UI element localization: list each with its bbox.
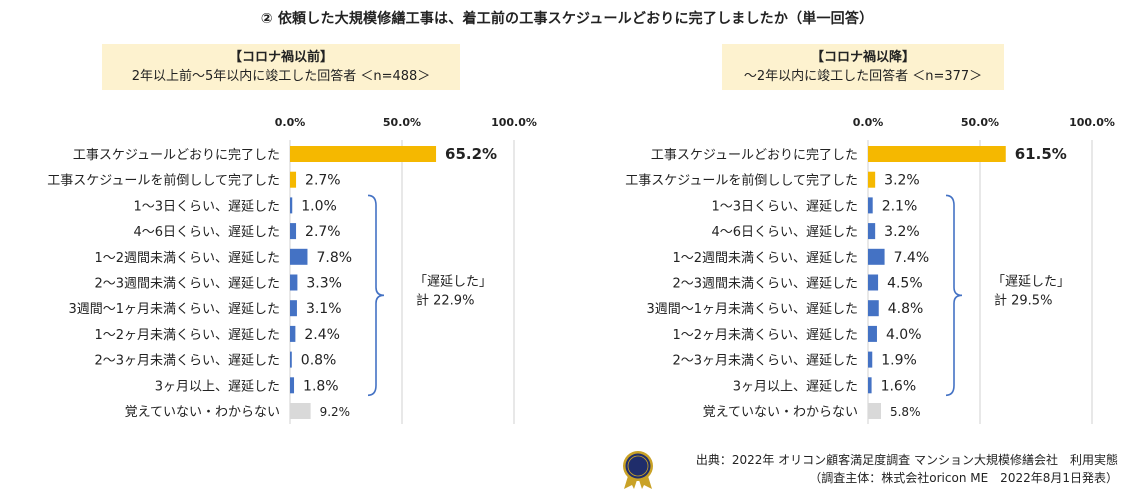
bar <box>290 351 292 368</box>
delay-brace <box>945 194 963 397</box>
bar <box>290 223 297 240</box>
x-tick-label: 100.0% <box>1069 116 1115 129</box>
delay-total-value: 計 22.9% <box>416 292 474 308</box>
footer-source: 出典：2022年 オリコン顧客満足度調査 マンション大規模修繕会社 利用実態 （… <box>696 451 1118 487</box>
chart-right: 0.0% 50.0% 100.0% 工事スケジュールどおりに完了した 61.5% 工事スケ… <box>625 116 1115 424</box>
bar-value-label: 1.8% <box>303 378 339 394</box>
panel-right-header: 【コロナ禍以降】 ～2年以内に竣工した回答者 ＜n=377＞ <box>722 44 1004 90</box>
bar-value-label: 2.1% <box>882 198 918 214</box>
bar <box>290 325 296 342</box>
chart-left: 0.0% 50.0% 100.0% 工事スケジュールどおりに完了した 65.2% 工事スケ… <box>47 116 537 424</box>
bar <box>868 248 885 265</box>
category-label: 4～6日くらい、遅延した <box>133 225 280 240</box>
bar-value-label: 2.7% <box>305 173 341 189</box>
bar <box>868 223 876 240</box>
bar-value-label: 2.4% <box>304 327 340 343</box>
bar-value-label: 61.5% <box>1015 145 1067 163</box>
category-label: 1～2週間未満くらい、遅延した <box>94 251 280 266</box>
bar <box>290 197 293 214</box>
bar <box>290 274 298 291</box>
category-label: 2～3週間未満くらい、遅延した <box>94 277 280 292</box>
delay-total-label: 「遅延した」 <box>992 274 1070 289</box>
panel-left-header-title: 【コロナ禍以前】 <box>228 50 333 65</box>
bar-value-label: 4.8% <box>888 301 924 317</box>
bar <box>868 146 1006 162</box>
bar <box>290 248 308 265</box>
bar-value-label: 65.2% <box>445 145 497 163</box>
bar-value-label: 7.4% <box>894 250 930 266</box>
bar <box>868 300 879 317</box>
category-label: 1～2週間未満くらい、遅延した <box>672 251 858 266</box>
category-label: 工事スケジュールどおりに完了した <box>651 148 858 163</box>
bar-value-label: 7.8% <box>316 250 352 266</box>
bar-value-label: 3.1% <box>306 301 342 317</box>
category-label: 3週間～1ヶ月未満くらい、遅延した <box>646 302 858 317</box>
x-tick-label: 100.0% <box>491 116 537 129</box>
bar <box>868 325 877 342</box>
oricon-award-seal-icon <box>620 450 656 494</box>
bar <box>290 146 437 162</box>
bar <box>868 377 872 394</box>
category-label: 3ヶ月以上、遅延した <box>155 379 280 394</box>
bar <box>868 351 873 368</box>
footer-source-line2: （調査主体：株式会社oricon ME 2022年8月1日発表） <box>809 471 1118 485</box>
bar <box>868 274 879 291</box>
bar-value-label: 1.9% <box>881 353 917 369</box>
category-label: 1～3日くらい、遅延した <box>711 199 858 214</box>
category-label: 3週間～1ヶ月未満くらい、遅延した <box>68 302 280 317</box>
bar <box>290 300 297 317</box>
category-label: 工事スケジュールを前倒しして完了した <box>47 173 280 189</box>
category-label: 覚えていない・わからない <box>703 405 858 420</box>
category-label: 2～3ヶ月未満くらい、遅延した <box>672 354 858 369</box>
bar-value-label: 1.0% <box>301 198 337 214</box>
bar <box>868 197 873 214</box>
category-label: 1～2ヶ月未満くらい、遅延した <box>672 328 858 343</box>
bar-value-label: 3.2% <box>884 224 920 240</box>
x-tick-label: 0.0% <box>853 116 884 129</box>
bar-value-label: 5.8% <box>890 405 921 419</box>
bar-value-label: 4.0% <box>886 327 922 343</box>
category-label: 覚えていない・わからない <box>125 405 280 420</box>
panel-left-header-subtitle: 2年以上前～5年以内に竣工した回答者 ＜n=488＞ <box>131 69 431 84</box>
category-label: 2～3ヶ月未満くらい、遅延した <box>94 354 280 369</box>
bar-value-label: 3.3% <box>306 276 342 292</box>
x-tick-label: 50.0% <box>961 116 999 129</box>
panel-right-header-subtitle: ～2年以内に竣工した回答者 ＜n=377＞ <box>743 69 983 84</box>
delay-total-value: 計 29.5% <box>994 292 1052 308</box>
bar-value-label: 1.6% <box>881 378 917 394</box>
bar-value-label: 2.7% <box>305 224 341 240</box>
x-tick-label: 0.0% <box>275 116 306 129</box>
bar <box>290 403 311 419</box>
panel-left-header: 【コロナ禍以前】 2年以上前～5年以内に竣工した回答者 ＜n=488＞ <box>102 44 460 90</box>
category-label: 工事スケジュールどおりに完了した <box>73 148 280 163</box>
category-label: 2～3週間未満くらい、遅延した <box>672 277 858 292</box>
bar-value-label: 3.2% <box>884 173 920 189</box>
x-tick-label: 50.0% <box>383 116 421 129</box>
panel-right-header-title: 【コロナ禍以降】 <box>810 50 915 65</box>
footer-source-line1: 出典：2022年 オリコン顧客満足度調査 マンション大規模修繕会社 利用実態 <box>695 453 1118 467</box>
bar-value-label: 4.5% <box>887 276 923 292</box>
category-label: 1～2ヶ月未満くらい、遅延した <box>94 328 280 343</box>
bar <box>290 377 295 394</box>
page-title: ② 依頼した大規模修繕工事は、着工前の工事スケジュールどおりに完了しましたか（単… <box>260 11 874 27</box>
bar <box>868 171 876 188</box>
category-label: 3ヶ月以上、遅延した <box>733 379 858 394</box>
delay-total-label: 「遅延した」 <box>414 274 492 289</box>
bar-value-label: 0.8% <box>301 353 337 369</box>
category-label: 4～6日くらい、遅延した <box>711 225 858 240</box>
bar <box>290 171 297 188</box>
delay-brace <box>367 194 385 397</box>
category-label: 工事スケジュールを前倒しして完了した <box>625 173 858 189</box>
bar-value-label: 9.2% <box>320 405 351 419</box>
category-label: 1～3日くらい、遅延した <box>133 199 280 214</box>
bar <box>868 403 881 419</box>
